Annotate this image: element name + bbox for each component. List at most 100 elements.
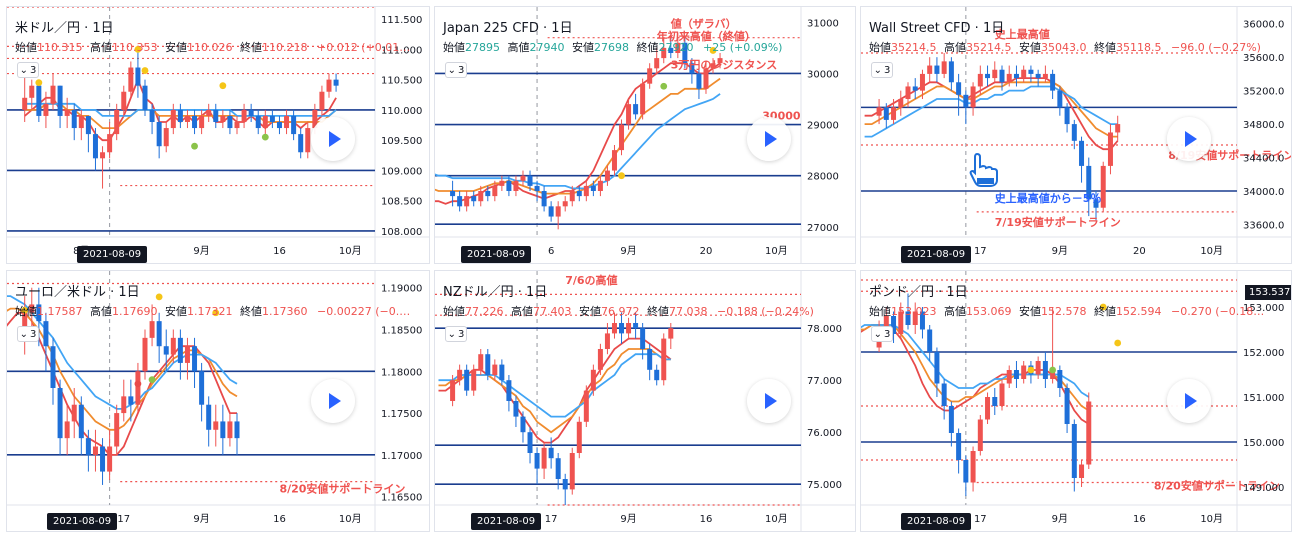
signal-marker <box>1099 303 1107 311</box>
x-tick-label: 10月 <box>765 513 788 525</box>
candle-body <box>450 191 456 197</box>
candle-body <box>898 311 904 334</box>
y-tick-label: 27000 <box>807 223 839 234</box>
candle-body <box>227 115 233 129</box>
y-tick-label: 1.16500 <box>381 493 422 504</box>
candle-body <box>163 346 169 355</box>
signal-marker <box>155 293 163 301</box>
panel-nzdjpy: 7/6の高値75.00076.00077.00078.0008月179月1610… <box>434 270 856 532</box>
candle-body <box>213 421 219 430</box>
play-button[interactable] <box>311 117 355 161</box>
indicator-toggle[interactable]: ⌄ 3 <box>871 62 893 78</box>
candle-body <box>506 180 512 191</box>
candle-body <box>883 316 889 330</box>
candle-body <box>919 311 925 330</box>
candle-body <box>142 337 148 372</box>
candle-body <box>555 206 561 217</box>
candle-body <box>905 86 911 99</box>
candle-body <box>948 61 954 83</box>
indicator-toggle[interactable]: ⌄ 3 <box>445 62 467 78</box>
candle-body <box>891 107 897 120</box>
candle-body <box>312 109 318 129</box>
candle-body <box>114 413 120 447</box>
indicator-toggle[interactable]: ⌄ 3 <box>17 62 39 78</box>
chart-annotation: 史上最高値 <box>995 27 1050 41</box>
candle-body <box>284 115 290 129</box>
candle-body <box>22 312 28 338</box>
chart-us30[interactable]: 史上最高値8/19安値サポートライン史上最高値から－5％7/19安値サポートライ… <box>861 7 1292 264</box>
candle-body <box>927 65 933 74</box>
candle-body <box>876 107 882 116</box>
candle-body <box>135 67 141 86</box>
candle-body <box>206 109 212 116</box>
candle-body <box>619 124 625 151</box>
candle-body <box>220 421 226 439</box>
candle-body <box>50 346 56 388</box>
indicator-toggle[interactable]: ⌄ 3 <box>445 326 467 342</box>
candle-body <box>163 128 169 147</box>
y-tick-label: 109.000 <box>381 166 422 177</box>
candle-body <box>149 109 155 122</box>
x-tick-label: 16 <box>273 514 286 525</box>
panel-jp225: 値（ザラバ） 年初来高値（終値） 30000 3万円のレジスタンス 27000 28000… <box>434 6 856 264</box>
candle-body <box>71 404 77 422</box>
candle-body <box>142 85 148 110</box>
moving-average-line <box>7 307 238 431</box>
candle-body <box>985 73 991 79</box>
candle-body <box>963 460 969 483</box>
x-tick-label: 20 <box>700 246 713 257</box>
candle-body <box>177 109 183 122</box>
indicator-toggle[interactable]: ⌄ 3 <box>871 326 893 342</box>
chart-jp225[interactable]: 値（ザラバ）年初来高値（終値） 30000 3万円のレジスタンス 27000 28000… <box>435 7 856 264</box>
play-button[interactable] <box>747 117 791 161</box>
signal-marker <box>134 380 142 388</box>
chart-nzdjpy[interactable]: 7/6の高値75.00076.00077.00078.0008月179月1610… <box>435 271 856 532</box>
candle-body <box>661 338 667 381</box>
candle-body <box>633 323 639 329</box>
candle-body <box>464 369 470 391</box>
candle-body <box>305 128 311 153</box>
play-button[interactable] <box>311 379 355 423</box>
candle-body <box>1042 73 1048 79</box>
y-tick-label: 111.000 <box>381 45 422 56</box>
candle-body <box>956 82 962 95</box>
indicator-toggle[interactable]: ⌄ 3 <box>17 326 39 342</box>
candle-body <box>492 364 498 375</box>
candle-body <box>597 180 603 191</box>
candle-body <box>1050 370 1056 379</box>
candle-body <box>100 152 106 159</box>
candle-body <box>29 85 35 98</box>
play-button[interactable] <box>1167 379 1211 423</box>
y-tick-label: 35600.0 <box>1243 53 1284 64</box>
candle-body <box>506 380 512 401</box>
candle-body <box>85 438 91 455</box>
panel-title: 米ドル／円 · 1日 <box>15 21 114 36</box>
x-tick-label: 9月 <box>193 513 209 525</box>
y-tick-label: 1.18000 <box>381 367 422 378</box>
candle-body <box>654 369 660 381</box>
candle-body <box>50 85 56 104</box>
signal-marker <box>141 67 149 74</box>
candle-body <box>107 134 113 153</box>
candle-body <box>640 328 646 349</box>
x-tick-label: 20 <box>1133 246 1146 257</box>
play-button[interactable] <box>747 379 791 423</box>
chart-annotation: 7/19安値サポートライン <box>995 215 1121 229</box>
candle-body <box>883 107 889 120</box>
x-tick-label: 17 <box>117 514 130 525</box>
signal-marker <box>191 142 198 150</box>
candle-body <box>548 447 554 459</box>
candle-body <box>548 206 554 217</box>
y-tick-label: 30000 <box>807 69 839 80</box>
candle-body <box>992 69 998 79</box>
signal-marker <box>1049 366 1057 374</box>
moving-average-line <box>438 353 671 418</box>
play-button[interactable] <box>1167 117 1211 161</box>
candle-body <box>206 404 212 430</box>
candle-body <box>513 401 519 417</box>
candle-body <box>255 115 261 129</box>
candle-body <box>999 69 1005 83</box>
candle-body <box>135 371 141 405</box>
